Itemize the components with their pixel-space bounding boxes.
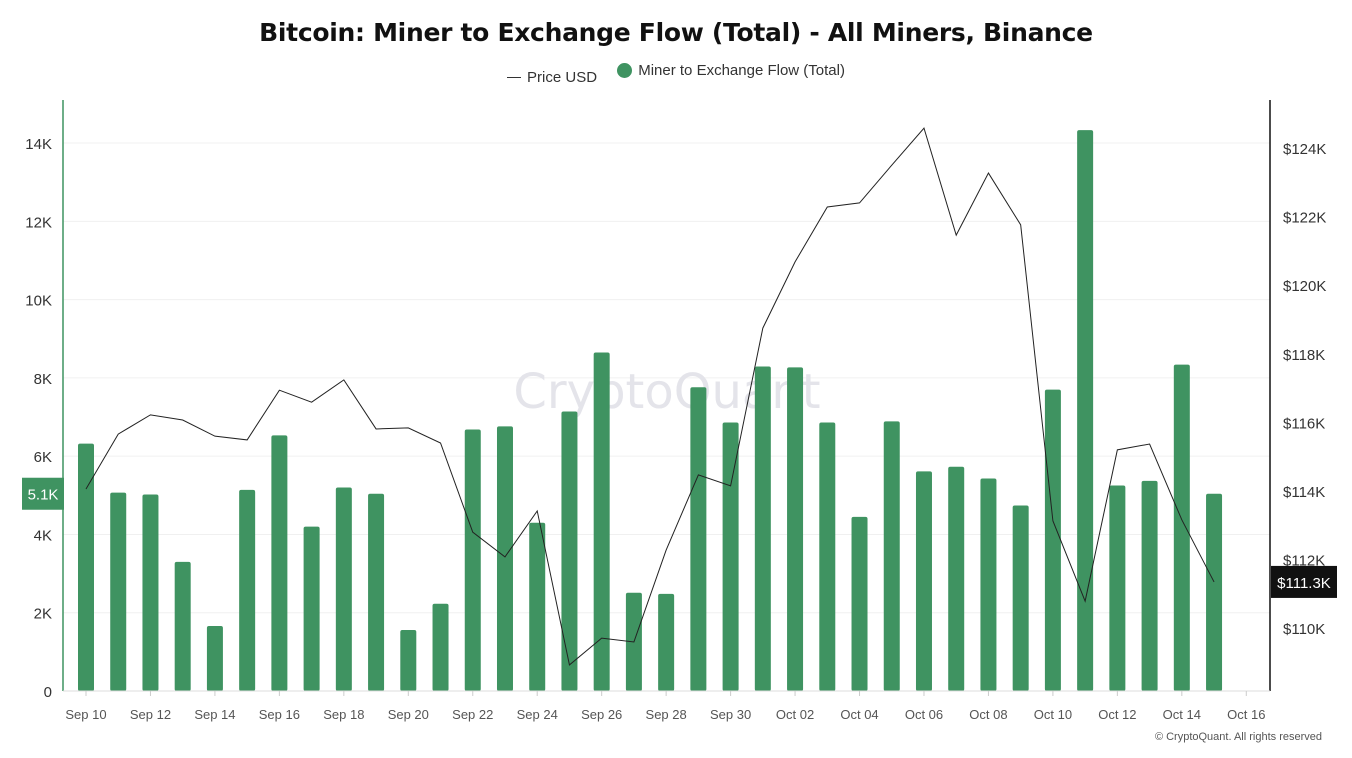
- current-flow-badge: [22, 477, 64, 510]
- left-tick-label: 10K: [25, 293, 52, 310]
- left-tick-label: 8K: [34, 371, 52, 388]
- bar-sep-25: [561, 411, 578, 691]
- x-tick-label: Oct 12: [1098, 707, 1136, 722]
- x-tick-label: Sep 20: [388, 707, 429, 722]
- bar-oct-14: [1173, 364, 1190, 691]
- right-tick-label: $110K: [1283, 621, 1325, 638]
- left-tick-label: 2K: [34, 606, 52, 623]
- legend: Price USD Miner to Exchange Flow (Total): [0, 62, 1352, 86]
- x-tick-label: Sep 22: [452, 707, 493, 722]
- right-tick-label: $114K: [1283, 484, 1325, 501]
- right-tick-label: $122K: [1283, 210, 1326, 227]
- bar-sep-14: [206, 626, 223, 691]
- dot-swatch-icon: [617, 63, 633, 78]
- right-tick-label: $124K: [1283, 141, 1326, 158]
- x-tick-label: Oct 14: [1163, 707, 1201, 722]
- bar-oct-01: [754, 366, 771, 691]
- watermark: CryptoQuant: [513, 364, 820, 420]
- right-tick-label: $112K: [1283, 553, 1325, 570]
- bar-sep-18: [335, 487, 352, 691]
- left-tick-label: 0: [44, 684, 52, 701]
- x-tick-label: Sep 24: [517, 707, 558, 722]
- left-tick-label: 6K: [34, 449, 52, 466]
- bar-sep-29: [690, 387, 707, 691]
- legend-label-flow: Miner to Exchange Flow (Total): [638, 62, 845, 79]
- bar-sep-24: [529, 522, 546, 691]
- x-tick-label: Oct 10: [1034, 707, 1072, 722]
- x-tick-label: Sep 26: [581, 707, 622, 722]
- bar-oct-11: [1077, 130, 1094, 691]
- right-tick-label: $120K: [1283, 278, 1326, 295]
- current-flow-label: 5.1K: [28, 487, 59, 504]
- bar-sep-15: [239, 489, 256, 691]
- x-tick-label: Sep 14: [194, 707, 235, 722]
- bar-sep-11: [110, 492, 127, 691]
- x-tick-label: Sep 30: [710, 707, 751, 722]
- bar-sep-26: [593, 352, 610, 691]
- legend-item-price[interactable]: Price USD: [507, 69, 597, 86]
- left-tick-label: 4K: [34, 527, 52, 544]
- bar-sep-21: [432, 603, 449, 691]
- bar-oct-15: [1206, 493, 1223, 691]
- bar-sep-28: [658, 593, 675, 691]
- copyright: © CryptoQuant. All rights reserved: [1154, 731, 1322, 743]
- bar-sep-20: [400, 629, 417, 691]
- bar-sep-30: [722, 422, 739, 691]
- bar-oct-03: [819, 422, 836, 691]
- bar-oct-10: [1044, 389, 1061, 691]
- x-tick-label: Sep 12: [130, 707, 171, 722]
- current-price-badge: [1271, 565, 1337, 598]
- bar-oct-13: [1141, 480, 1158, 691]
- x-tick-label: Oct 02: [776, 707, 814, 722]
- x-tick-label: Sep 16: [259, 707, 300, 722]
- x-tick-label: Oct 08: [969, 707, 1007, 722]
- bar-oct-07: [948, 466, 965, 691]
- left-tick-label: 14K: [25, 136, 52, 153]
- line-swatch-icon: [507, 77, 522, 78]
- bar-sep-16: [271, 435, 288, 691]
- right-tick-label: $116K: [1283, 415, 1325, 432]
- x-tick-label: Sep 10: [65, 707, 106, 722]
- bar-oct-06: [915, 471, 932, 691]
- chart-title: Bitcoin: Miner to Exchange Flow (Total) …: [259, 18, 1093, 47]
- left-tick-label: 12K: [25, 214, 52, 231]
- right-tick-label: $118K: [1283, 347, 1325, 364]
- bar-sep-10: [78, 443, 94, 691]
- bar-sep-17: [303, 526, 320, 691]
- bar-oct-04: [851, 516, 868, 691]
- legend-label-price: Price USD: [527, 69, 598, 86]
- bar-oct-02: [787, 367, 804, 691]
- bar-sep-13: [174, 561, 191, 691]
- bar-oct-05: [883, 421, 900, 691]
- legend-item-flow[interactable]: Miner to Exchange Flow (Total): [617, 62, 845, 79]
- x-tick-label: Oct 16: [1227, 707, 1265, 722]
- x-tick-label: Oct 06: [905, 707, 943, 722]
- bar-sep-22: [464, 429, 481, 691]
- x-tick-label: Oct 04: [840, 707, 878, 722]
- x-tick-label: Sep 18: [323, 707, 364, 722]
- bar-oct-09: [1012, 505, 1029, 691]
- x-tick-label: Sep 28: [646, 707, 687, 722]
- bar-sep-19: [368, 493, 385, 691]
- bar-oct-12: [1109, 485, 1126, 691]
- bar-sep-23: [496, 426, 513, 691]
- bar-oct-08: [980, 478, 997, 691]
- bar-sep-12: [142, 494, 159, 691]
- price-line: [85, 127, 1215, 666]
- current-price-label: $111.3K: [1277, 575, 1331, 592]
